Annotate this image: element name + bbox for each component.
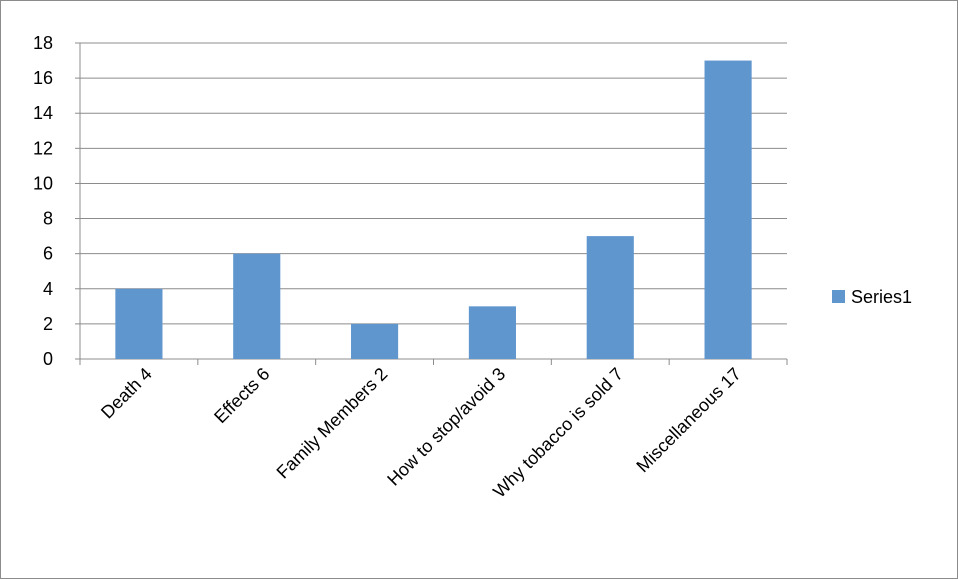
y-tick-label: 4 bbox=[43, 279, 53, 299]
y-tick-label: 0 bbox=[43, 349, 53, 369]
x-category-label: Death 4 bbox=[97, 364, 156, 423]
bar bbox=[468, 306, 516, 359]
y-tick-label: 16 bbox=[33, 68, 53, 88]
axes bbox=[75, 42, 788, 365]
y-tick-label: 10 bbox=[33, 173, 53, 193]
x-category-label: Miscellaneous 17 bbox=[632, 364, 744, 476]
x-category-label: Why tobacco is sold 7 bbox=[489, 364, 627, 502]
y-tick-label: 6 bbox=[43, 244, 53, 264]
bar bbox=[115, 288, 163, 359]
bar bbox=[351, 323, 399, 359]
x-category-label: How to stop/avoid 3 bbox=[383, 364, 509, 490]
legend-swatch bbox=[832, 290, 845, 303]
y-tick-label: 18 bbox=[33, 33, 53, 53]
y-tick-label: 14 bbox=[33, 103, 53, 123]
y-tick-label: 2 bbox=[43, 314, 53, 334]
bar bbox=[233, 253, 281, 359]
x-category-label: Family Members 2 bbox=[273, 364, 392, 483]
y-axis-tick-labels: 0 2 4 6 8 10 12 14 16 18 bbox=[33, 33, 53, 369]
y-tick-label: 8 bbox=[43, 209, 53, 229]
y-tick-label: 12 bbox=[33, 138, 53, 158]
bar bbox=[586, 236, 634, 359]
gridlines bbox=[80, 42, 787, 325]
bars bbox=[115, 60, 752, 360]
legend: Series1 bbox=[832, 287, 912, 307]
legend-label: Series1 bbox=[851, 287, 912, 307]
bar bbox=[704, 60, 752, 360]
x-category-label: Effects 6 bbox=[210, 364, 273, 427]
